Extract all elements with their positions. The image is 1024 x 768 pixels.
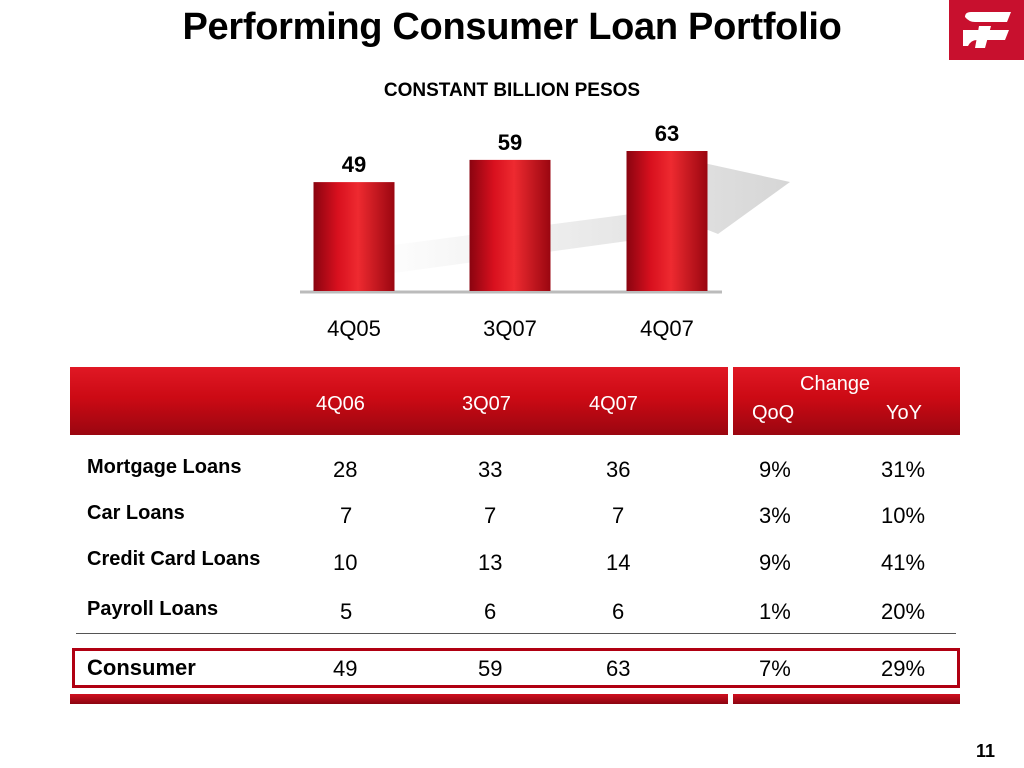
total-row-highlight bbox=[72, 648, 960, 688]
bar-chart: 49 4Q05 59 3Q07 63 4Q07 bbox=[300, 121, 790, 341]
bar-4q05 bbox=[313, 182, 395, 291]
change-header: Change bbox=[800, 373, 871, 395]
data-label-4q05: 49 bbox=[342, 152, 366, 177]
page-number: 11 bbox=[976, 741, 996, 761]
cell-car-yoy: 10% bbox=[881, 503, 926, 528]
footer-divider bbox=[728, 694, 733, 704]
cell-payroll-4q06: 5 bbox=[340, 599, 353, 624]
cell-credit-card-3q07: 13 bbox=[478, 550, 503, 575]
cell-total-qoq: 7% bbox=[759, 656, 791, 681]
slide-title: Performing Consumer Loan Portfolio bbox=[182, 6, 842, 48]
cell-car-4q06: 7 bbox=[340, 503, 353, 528]
bank-logo bbox=[949, 0, 1024, 60]
row-label-mortgage-loans: Mortgage Loans bbox=[87, 456, 242, 478]
cell-total-yoy: 29% bbox=[881, 656, 926, 681]
data-label-3q07: 59 bbox=[498, 130, 522, 155]
cell-car-qoq: 3% bbox=[759, 503, 791, 528]
header-divider bbox=[728, 367, 733, 435]
row-label-car-loans: Car Loans bbox=[87, 502, 185, 524]
bar-4q07 bbox=[626, 151, 708, 291]
cell-car-4q07: 7 bbox=[612, 503, 625, 528]
cell-total-3q07: 59 bbox=[478, 656, 503, 681]
cell-credit-card-4q06: 10 bbox=[333, 550, 358, 575]
row-label-payroll-loans: Payroll Loans bbox=[87, 598, 219, 620]
bar-3q07 bbox=[469, 159, 551, 291]
cell-credit-card-qoq: 9% bbox=[759, 550, 791, 575]
row-label-credit-card-loans: Credit Card Loans bbox=[87, 548, 261, 570]
chart-title: CONSTANT BILLION PESOS bbox=[383, 80, 641, 101]
category-label-4q05: 4Q05 bbox=[327, 316, 381, 341]
cell-mortgage-yoy: 31% bbox=[881, 457, 926, 482]
cell-payroll-yoy: 20% bbox=[881, 599, 926, 624]
cell-total-4q07: 63 bbox=[606, 656, 631, 681]
cell-payroll-qoq: 1% bbox=[759, 599, 791, 624]
cell-car-3q07: 7 bbox=[484, 503, 497, 528]
cell-mortgage-3q07: 33 bbox=[478, 457, 503, 482]
cell-credit-card-yoy: 41% bbox=[881, 550, 926, 575]
column-header-yoy: YoY bbox=[886, 402, 922, 424]
category-label-3q07: 3Q07 bbox=[483, 316, 537, 341]
column-header-qoq: QoQ bbox=[752, 402, 795, 424]
cell-mortgage-4q06: 28 bbox=[333, 457, 358, 482]
column-header-3q07: 3Q07 bbox=[462, 393, 511, 415]
cell-mortgage-qoq: 9% bbox=[759, 457, 791, 482]
cell-payroll-3q07: 6 bbox=[484, 599, 497, 624]
trend-arrow bbox=[370, 160, 790, 276]
table-footer-bar bbox=[70, 694, 960, 704]
category-label-4q07: 4Q07 bbox=[640, 316, 694, 341]
total-row-label: Consumer bbox=[87, 655, 196, 680]
table-separator bbox=[76, 633, 956, 634]
cell-credit-card-4q07: 14 bbox=[606, 550, 631, 575]
data-label-4q07: 63 bbox=[655, 121, 679, 146]
column-header-4q06: 4Q06 bbox=[316, 393, 365, 415]
cell-total-4q06: 49 bbox=[333, 656, 358, 681]
column-header-4q07: 4Q07 bbox=[589, 393, 638, 415]
cell-mortgage-4q07: 36 bbox=[606, 457, 631, 482]
table-header: 4Q06 3Q07 4Q07 Change QoQ YoY bbox=[70, 367, 960, 435]
cell-payroll-4q07: 6 bbox=[612, 599, 625, 624]
